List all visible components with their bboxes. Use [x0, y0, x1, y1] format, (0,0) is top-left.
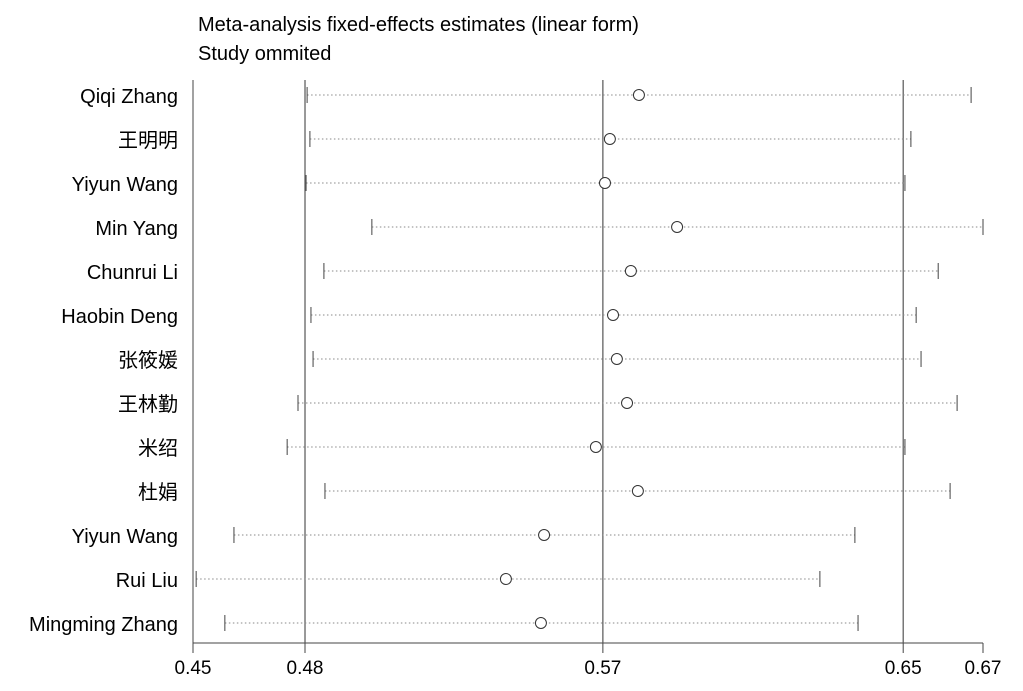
x-tick-label: 0.45 — [175, 658, 212, 679]
estimate-marker — [610, 353, 623, 365]
study-label: 王明明 — [118, 130, 178, 152]
estimate-marker — [671, 221, 684, 233]
estimate-marker — [624, 265, 637, 277]
study-label: 米绍 — [138, 437, 178, 460]
estimate-marker — [621, 397, 634, 409]
estimate-marker — [499, 573, 512, 585]
x-tick-label: 0.48 — [287, 658, 324, 679]
estimate-marker — [589, 441, 602, 453]
study-label: Qiqi Zhang — [80, 86, 178, 108]
study-label: Mingming Zhang — [29, 614, 178, 636]
chart-title: Meta-analysis fixed-effects estimates (l… — [198, 14, 639, 36]
study-label: 杜娟 — [138, 481, 178, 504]
study-label: 王林勤 — [118, 393, 178, 416]
x-tick-label: 0.57 — [584, 658, 621, 679]
x-tick-label: 0.67 — [965, 658, 1002, 679]
study-label: Yiyun Wang — [72, 526, 178, 548]
estimate-marker — [598, 177, 611, 189]
study-label: Haobin Deng — [61, 306, 178, 328]
estimate-marker — [632, 89, 645, 101]
study-label: Min Yang — [95, 218, 178, 240]
study-label: Yiyun Wang — [72, 174, 178, 196]
plot-area: 0.45 0.48 0.57 0.65 0.67 Qiqi Zhang 王明明 Yiyun W… — [29, 80, 1001, 679]
x-tick-label: 0.65 — [885, 658, 922, 679]
chart-subtitle: Study ommited — [198, 43, 331, 65]
estimate-marker — [631, 485, 644, 497]
estimate-marker — [603, 133, 616, 145]
study-label: Chunrui Li — [87, 262, 178, 284]
study-label: Rui Liu — [116, 570, 178, 592]
estimate-marker — [534, 617, 547, 629]
estimate-marker — [607, 309, 620, 321]
estimate-marker — [538, 529, 551, 541]
study-label: 张筱媛 — [118, 349, 178, 372]
